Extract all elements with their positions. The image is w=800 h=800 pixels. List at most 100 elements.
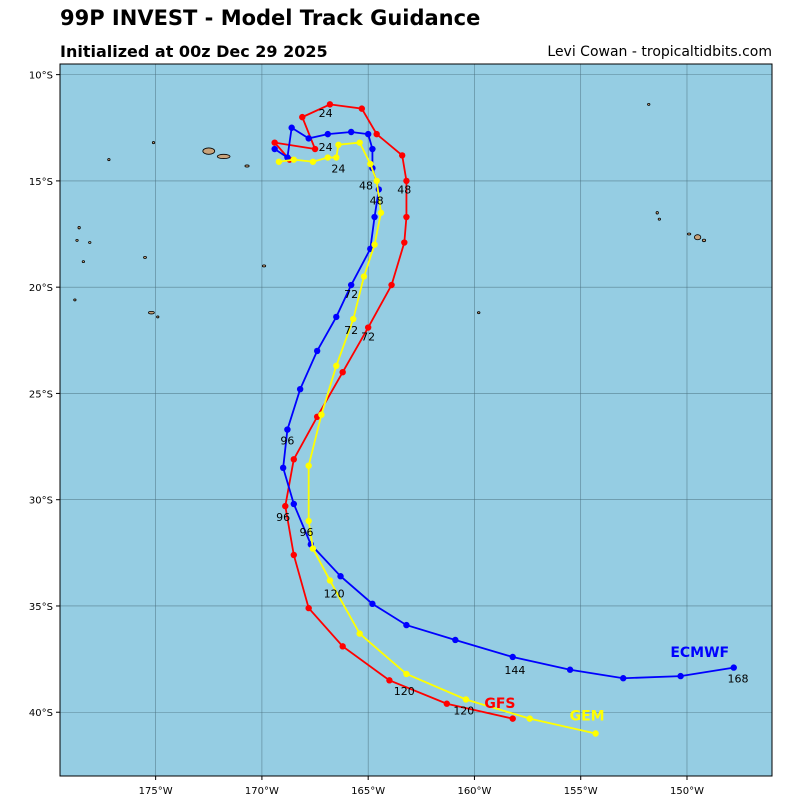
track-point (356, 630, 363, 637)
track-point (388, 281, 395, 289)
track-point (386, 677, 393, 684)
credit-text: Levi Cowan - tropicaltidbits.com (547, 44, 772, 60)
track-point (290, 156, 297, 163)
island (657, 217, 661, 221)
track-point (288, 124, 295, 131)
track-point (398, 152, 406, 159)
forecast-hour-label: 96 (300, 526, 314, 539)
track-point (311, 145, 319, 153)
track-point (347, 281, 355, 289)
ocean-background (60, 64, 772, 776)
track-point (443, 700, 451, 707)
track-point (309, 545, 317, 552)
plot-frame (59, 63, 773, 777)
island (151, 141, 156, 145)
track-point (566, 666, 574, 673)
island (694, 234, 702, 241)
forecast-hour-label: 48 (370, 194, 384, 207)
track-point (452, 636, 459, 644)
track-point (284, 154, 291, 161)
island (647, 102, 651, 106)
track-point (373, 177, 380, 185)
forecast-hour-label: 24 (319, 141, 333, 154)
track-point (318, 411, 325, 418)
track-point (377, 209, 385, 216)
island (148, 310, 155, 315)
track-point (509, 715, 516, 722)
island (244, 164, 250, 168)
track-point (324, 154, 331, 161)
x-tick-label: 170°W (245, 786, 279, 797)
island (477, 311, 481, 315)
track-gem (275, 139, 599, 737)
island (73, 298, 77, 302)
track-point (360, 273, 368, 280)
forecast-hour-label: 72 (344, 324, 358, 337)
x-tick-label: 150°W (670, 786, 704, 797)
track-point (337, 573, 344, 580)
track-ecmwf (271, 124, 737, 682)
model-label-ecmwf: ECMWF (670, 645, 729, 661)
track-point (305, 135, 312, 142)
track-point (324, 130, 331, 138)
island (81, 260, 85, 264)
track-point (339, 368, 346, 376)
island (687, 232, 692, 236)
x-tick-label: 175°W (139, 786, 173, 797)
forecast-hour-label: 72 (361, 330, 375, 343)
track-point (371, 241, 378, 248)
forecast-hour-label: 24 (331, 162, 345, 175)
model-label-gfs: GFS (484, 696, 515, 712)
track-point (592, 730, 599, 737)
track-point (730, 664, 737, 671)
track-point (333, 313, 340, 321)
track-point (326, 101, 334, 108)
x-tick-label: 160°W (457, 786, 491, 797)
y-tick-label: 35°S (29, 602, 53, 613)
track-point (339, 643, 346, 650)
track-point (369, 600, 376, 608)
track-point (305, 517, 312, 525)
forecast-hour-label: 120 (453, 704, 474, 717)
island (216, 153, 231, 159)
track-point (305, 604, 312, 612)
track-point (677, 672, 684, 680)
track-point (271, 145, 278, 153)
island (202, 147, 216, 155)
track-point (309, 158, 317, 165)
track-point (401, 239, 408, 246)
track-point (371, 213, 378, 221)
y-tick-label: 30°S (29, 496, 53, 507)
track-point (350, 315, 357, 323)
track-point (369, 145, 376, 153)
y-tick-label: 10°S (29, 71, 53, 82)
island (143, 255, 147, 259)
forecast-hour-label: 96 (276, 511, 290, 524)
track-point (299, 113, 306, 121)
track-point (333, 362, 340, 370)
track-point (335, 141, 342, 148)
track-point (271, 139, 278, 146)
track-point (290, 500, 297, 508)
forecast-hour-label: 72 (344, 288, 358, 301)
track-point (313, 347, 321, 355)
plot-area: 24 48 72 96 120 24 48 72 96 144 168 24 48 72 96 120 120 G… (60, 64, 772, 776)
island (261, 264, 267, 268)
forecast-hour-label: 24 (319, 107, 333, 120)
chart-title: 99P INVEST - Model Track Guidance (60, 6, 481, 30)
island (77, 225, 81, 230)
track-point (282, 502, 289, 510)
forecast-hour-label: 48 (359, 179, 373, 192)
island (156, 315, 160, 319)
forecast-hour-label: 48 (397, 184, 411, 197)
track-point (364, 130, 372, 138)
track-point (367, 160, 374, 168)
y-tick-label: 25°S (29, 389, 53, 400)
y-tick-label: 20°S (29, 283, 53, 294)
island (75, 239, 79, 242)
island (655, 211, 659, 215)
y-tick-label: 15°S (29, 177, 53, 188)
track-point (333, 154, 340, 161)
model-label-gem: GEM (570, 709, 605, 725)
